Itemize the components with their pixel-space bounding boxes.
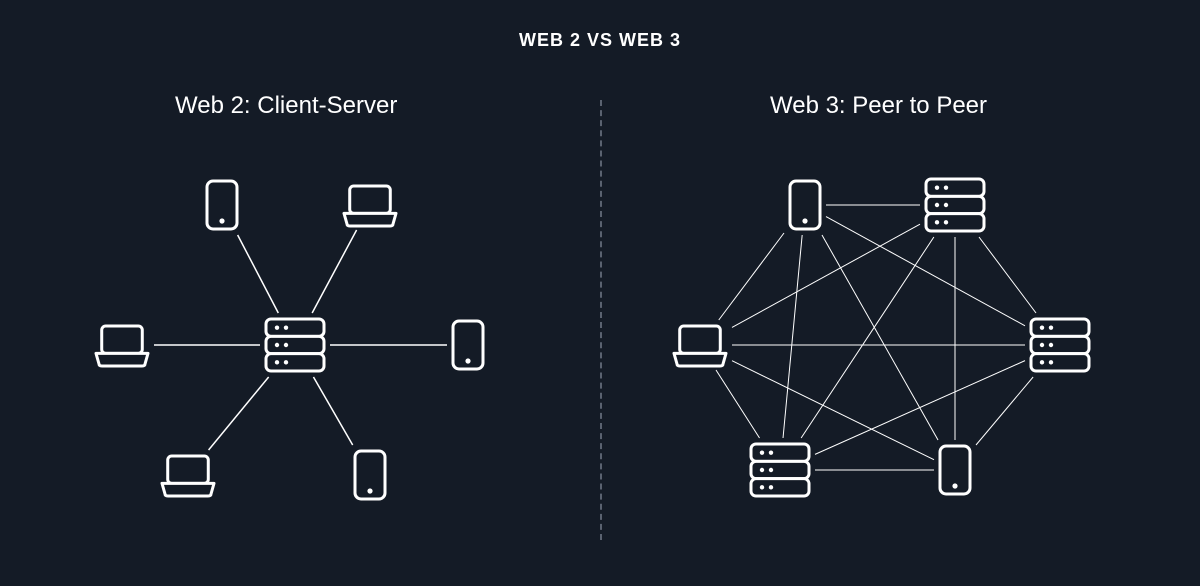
edge	[719, 233, 784, 320]
edges	[716, 205, 1036, 470]
server-icon	[751, 444, 809, 496]
edge	[732, 224, 920, 327]
laptop-icon	[162, 456, 214, 496]
edge	[979, 237, 1036, 313]
diagram-canvas: WEB 2 VS WEB 3 Web 2: Client-Server Web …	[0, 0, 1200, 586]
edge	[783, 235, 802, 438]
edge	[209, 377, 269, 450]
server-icon	[266, 319, 324, 371]
laptop-icon	[344, 186, 396, 226]
edge	[312, 230, 356, 313]
phone-icon	[207, 181, 237, 229]
phone-icon	[453, 321, 483, 369]
edge	[716, 370, 760, 438]
network-svg	[0, 0, 1200, 586]
edge	[801, 237, 934, 438]
edge	[976, 377, 1033, 445]
edge	[238, 235, 279, 313]
edge	[826, 217, 1025, 326]
edge	[822, 235, 938, 440]
edge	[313, 377, 352, 445]
phone-icon	[790, 181, 820, 229]
server-icon	[926, 179, 984, 231]
laptop-icon	[674, 326, 726, 366]
phone-icon	[940, 446, 970, 494]
edge	[815, 361, 1025, 455]
laptop-icon	[96, 326, 148, 366]
server-icon	[1031, 319, 1089, 371]
phone-icon	[355, 451, 385, 499]
